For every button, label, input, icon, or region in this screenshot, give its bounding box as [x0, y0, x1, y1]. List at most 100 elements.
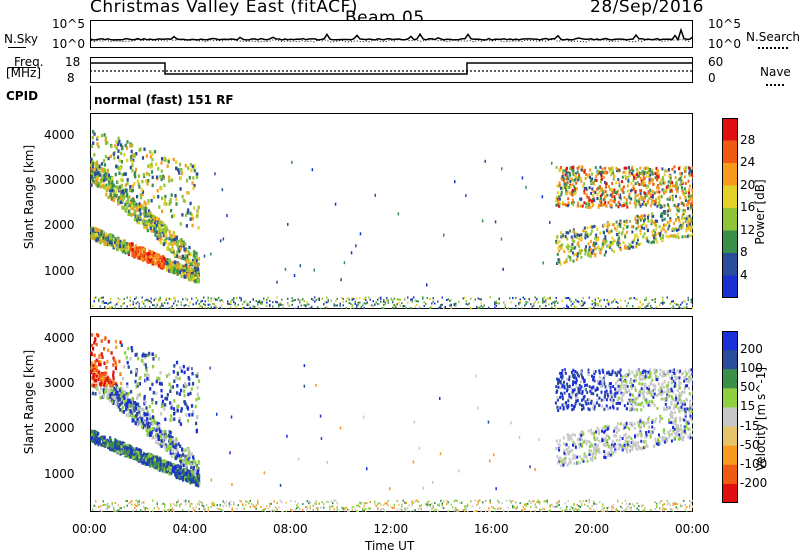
velocity-pixels-cell: [149, 460, 152, 464]
power-pixels-cell: [653, 221, 656, 225]
velocity-pixels-cell: [183, 500, 185, 503]
power-pixels-cell: [196, 267, 200, 272]
velocity-pixels-cell: [365, 502, 367, 505]
velocity-pixels-cell: [184, 384, 187, 389]
power-pixels-cell: [216, 307, 218, 309]
velocity-pixels-cell: [105, 504, 107, 507]
velocity-pixels-cell: [135, 373, 138, 377]
power-pixels-cell: [555, 165, 558, 169]
power-pixels-cell: [660, 179, 663, 183]
power-pixels-cell: [302, 298, 304, 301]
power-pixels-cell: [563, 307, 565, 309]
power-pixels-cell: [586, 253, 589, 257]
power-pixels-cell: [183, 269, 186, 273]
velocity-pixels-cell: [627, 505, 629, 507]
power-pixels-cell: [533, 304, 535, 307]
power-pixels-cell: [117, 301, 119, 304]
power-pixels-cell: [395, 307, 397, 309]
velocity-pixels-cell: [151, 457, 154, 461]
power-pixels-cell: [639, 189, 642, 192]
power-pixels-cell: [152, 214, 155, 219]
power-pixels-cell: [676, 232, 679, 236]
power-pixels-cell: [294, 307, 296, 309]
power-pixels-cell: [177, 268, 180, 273]
power-pixels-cell: [431, 308, 433, 309]
power-pixels-cell: [622, 204, 625, 208]
power-pixels-cell: [168, 230, 171, 234]
velocity-pixels-cell: [626, 502, 628, 505]
power-pixels-cell: [198, 302, 200, 305]
power-pixels-cell: [571, 198, 574, 202]
power-pixels-cell: [115, 194, 118, 198]
power-pixels-cell: [583, 228, 586, 232]
velocity-pixels-cell: [386, 503, 388, 506]
cpid-label: CPID: [6, 89, 39, 103]
power-pixels-cell: [607, 221, 610, 225]
power-pixels-cell: [609, 169, 611, 173]
power-pixels-cell: [174, 237, 177, 242]
velocity-pixels-cell: [115, 363, 118, 368]
power-pixels-cell: [548, 297, 550, 300]
velocity-pixels-cell: [512, 499, 514, 502]
power-pixels-cell: [384, 301, 386, 304]
power-pixels-cell: [113, 241, 116, 245]
power-pixels-cell: [372, 300, 374, 303]
power-pixels-cell: [102, 236, 105, 240]
velocity-pixels-cell: [183, 389, 186, 393]
velocity-pixels-cell: [494, 507, 496, 510]
power-pixels-cell: [204, 306, 206, 309]
power-pixels-cell: [631, 230, 634, 234]
velocity-pixels-cell: [276, 508, 278, 511]
power-pixels-cell: [258, 299, 260, 302]
velocity-pixels-cell: [498, 501, 500, 504]
power-pixels-cell: [684, 166, 687, 169]
velocity-pixels-cell: [275, 506, 277, 509]
velocity-pixels-cell: [593, 502, 595, 505]
velocity-pixels-cell: [134, 503, 136, 506]
power-pixels-cell: [182, 254, 185, 259]
power-pixels-cell: [141, 190, 145, 194]
power-pixels-cell: [551, 302, 553, 305]
power-pixels-cell: [134, 307, 136, 309]
velocity-pixels-cell: [224, 502, 226, 505]
power-pixels-cell: [593, 306, 595, 309]
velocity-pixels-cell: [222, 500, 224, 503]
power-pixels-cell: [342, 304, 344, 307]
power-pixels-cell: [123, 188, 126, 192]
velocity-pixels-cell: [93, 379, 97, 383]
power-pixels-cell: [326, 301, 328, 304]
velocity-pixels-cell: [130, 413, 133, 418]
freq-panel: [90, 57, 693, 83]
power-pixels-cell: [567, 306, 569, 308]
velocity-pixels-cell: [96, 371, 99, 375]
velocity-pixels-cell: [98, 391, 101, 395]
power-pixels-cell: [620, 305, 622, 308]
power-pixels-cell: [557, 246, 560, 250]
power-pixels-cell: [117, 297, 119, 300]
power-pixels-cell: [339, 302, 341, 305]
power-pixels-cell: [504, 306, 506, 309]
velocity-pixels-cell: [94, 338, 97, 342]
power-pixels-cell: [161, 222, 164, 227]
power-pixels-cell: [312, 298, 314, 300]
power-pixels-cell: [139, 246, 142, 250]
power-pixels-cell: [567, 201, 570, 205]
velocity-pixels-cell: [396, 500, 398, 502]
power-pixels-cell: [100, 175, 104, 180]
power-pixels-cell: [640, 214, 643, 218]
velocity-pixels-cell: [174, 445, 177, 450]
power-pixels-cell: [634, 194, 637, 198]
power-pixels-cell: [688, 173, 691, 177]
velocity-pixels-cell: [200, 500, 202, 503]
power-pixels-cell: [573, 301, 575, 304]
velocity-pixels-cell: [546, 499, 548, 502]
velocity-pixels-cell: [195, 397, 198, 402]
power-pixels-cell: [588, 196, 590, 200]
velocity-pixels-cell: [141, 501, 143, 504]
power-pixels-cell: [667, 184, 670, 188]
power-pixels-cell: [175, 197, 178, 202]
power-pixels-cell: [159, 174, 162, 179]
power-pixels-cell: [178, 255, 181, 259]
velocity-pixels-cell: [168, 464, 171, 468]
power-pixels-cell: [306, 301, 308, 304]
